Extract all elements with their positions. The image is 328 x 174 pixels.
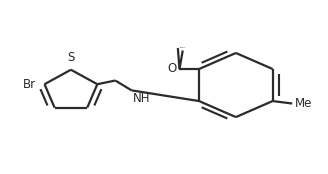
Text: methoxy: methoxy	[178, 44, 184, 46]
Text: methoxy: methoxy	[180, 46, 186, 48]
Text: methoxy: methoxy	[174, 46, 181, 47]
Text: O: O	[168, 62, 177, 76]
Text: Br: Br	[23, 78, 36, 91]
Text: S: S	[67, 51, 74, 64]
Text: NH: NH	[133, 92, 151, 105]
Text: Me: Me	[295, 97, 312, 110]
